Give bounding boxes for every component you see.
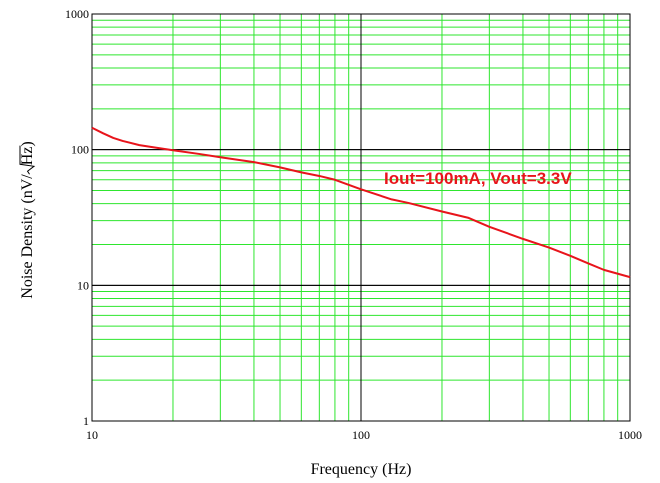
- y-axis-title-prefix: Noise Density (nV/: [19, 174, 36, 299]
- plot-area-frame: [91, 13, 631, 422]
- x-tick-label: 100: [352, 428, 370, 442]
- y-tick-labels: 1 10 100 1000: [65, 7, 89, 428]
- series-layer: [91, 126, 631, 279]
- series-annotation: Iout=100mA, Vout=3.3V: [384, 169, 572, 188]
- svg-text:Noise Density (nV/Hz): Noise Density (nV/Hz): [19, 141, 36, 298]
- series-line-0: [91, 126, 631, 279]
- x-tick-labels: 10 100 1000: [86, 428, 642, 442]
- x-tick-label: 1000: [618, 428, 642, 442]
- y-tick-label: 1000: [65, 7, 89, 21]
- y-tick-label: 10: [77, 278, 89, 292]
- sqrt-radicand: Hz: [19, 147, 36, 166]
- y-tick-label: 1: [83, 414, 89, 428]
- y-axis-title-suffix: ): [19, 141, 36, 146]
- x-axis-title: Frequency (Hz): [311, 461, 412, 478]
- major-gridlines: [92, 14, 630, 421]
- y-tick-label: 100: [71, 143, 89, 157]
- sqrt-sign: [19, 145, 36, 175]
- x-tick-label: 10: [86, 428, 98, 442]
- y-axis-title: Noise Density (nV/Hz): [19, 141, 36, 298]
